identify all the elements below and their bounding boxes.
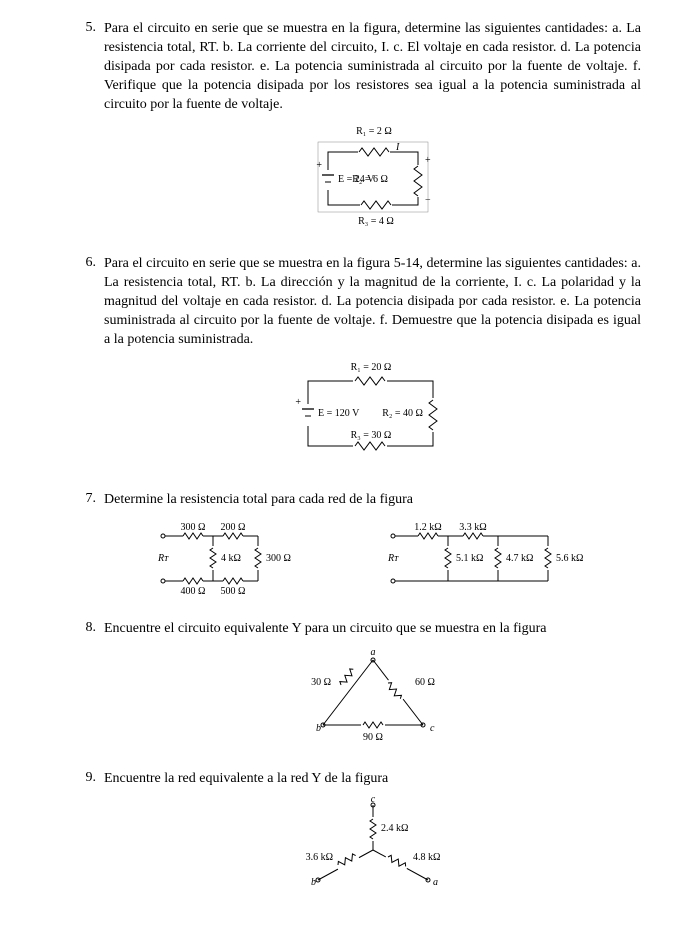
label-e: E = 24 V (338, 174, 375, 185)
node-a: a (433, 877, 438, 888)
problem-text: Para el circuito en serie que se muestra… (104, 256, 641, 347)
label-rt-b: Rᴛ (387, 553, 399, 564)
problem-9: 9. Encuentre la red equivalente a la red… (70, 770, 641, 906)
node-c: c (370, 795, 375, 805)
label-33: 3.3 kΩ (459, 522, 486, 533)
label-4k: 4 kΩ (221, 553, 241, 564)
problem-6: 6. Para el circuito en serie que se mues… (70, 255, 641, 476)
label-24: 2.4 kΩ (381, 823, 408, 834)
svg-text:−: − (425, 195, 431, 206)
node-b: b (316, 723, 321, 734)
figure-8: a b c 30 Ω 60 Ω 90 Ω (104, 645, 641, 752)
problem-number: 7. (70, 491, 104, 607)
label-300: 300 Ω (180, 522, 205, 533)
problem-number: 9. (70, 770, 104, 906)
label-48: 4.8 kΩ (413, 852, 440, 863)
problem-5: 5. Para el circuito en serie que se mues… (70, 20, 641, 241)
label-90: 90 Ω (363, 732, 383, 743)
label-36: 3.6 kΩ (305, 852, 332, 863)
node-a: a (370, 647, 375, 658)
problem-number: 6. (70, 255, 104, 476)
figure-7: 300 Ω 200 Ω 4 kΩ 300 Ω 400 Ω 500 Ω Rᴛ (104, 516, 641, 603)
problem-text: Para el circuito en serie que se muestra… (104, 21, 641, 112)
label-200: 200 Ω (220, 522, 245, 533)
svg-text:+: + (295, 397, 301, 408)
problem-number: 8. (70, 620, 104, 756)
label-51: 5.1 kΩ (456, 553, 483, 564)
label-30: 30 Ω (311, 677, 331, 688)
problem-text: Encuentre el circuito equivalente Y para… (104, 621, 547, 636)
problem-number: 5. (70, 20, 104, 241)
node-b: b (311, 877, 316, 888)
circuit-6-svg: R₁ = 20 Ω R₂ = 40 Ω R₃ = 30 Ω + E = 120 … (273, 356, 473, 466)
label-r1: R₁ = 20 Ω (350, 362, 391, 373)
label-e: E = 120 V (318, 408, 360, 419)
wye-svg: c b a 2.4 kΩ 3.6 kΩ 4.8 kΩ (283, 795, 463, 895)
figure-5: R₁ = 2 Ω I R₂ = 6 Ω + − R₃ = 4 Ω E = 24 … (104, 120, 641, 237)
label-12: 1.2 kΩ (414, 522, 441, 533)
node-c: c (430, 723, 435, 734)
label-400: 400 Ω (180, 586, 205, 596)
label-r3: R₃ = 30 Ω (350, 430, 391, 441)
svg-text:+: + (425, 155, 431, 166)
delta-svg: a b c 30 Ω 60 Ω 90 Ω (283, 645, 463, 745)
label-60: 60 Ω (415, 677, 435, 688)
label-r3: R₃ = 4 Ω (358, 216, 394, 227)
problem-7: 7. Determine la resistencia total para c… (70, 491, 641, 607)
figure-9: c b a 2.4 kΩ 3.6 kΩ 4.8 kΩ (104, 795, 641, 902)
figure-6: R₁ = 20 Ω R₂ = 40 Ω R₃ = 30 Ω + E = 120 … (104, 356, 641, 473)
circuit-5-svg: R₁ = 2 Ω I R₂ = 6 Ω + − R₃ = 4 Ω E = 24 … (288, 120, 458, 230)
problem-text: Encuentre la red equivalente a la red Y … (104, 771, 388, 786)
problem-text: Determine la resistencia total para cada… (104, 492, 413, 507)
label-56: 5.6 kΩ (556, 553, 583, 564)
label-47: 4.7 kΩ (506, 553, 533, 564)
label-r2: R₂ = 40 Ω (382, 408, 423, 419)
label-rt-a: Rᴛ (157, 553, 169, 564)
circuit-7-svg: 300 Ω 200 Ω 4 kΩ 300 Ω 400 Ω 500 Ω Rᴛ (148, 516, 598, 596)
label-300b: 300 Ω (266, 553, 291, 564)
problem-8: 8. Encuentre el circuito equivalente Y p… (70, 620, 641, 756)
problem-list: 5. Para el circuito en serie que se mues… (70, 20, 641, 906)
label-r1: R₁ = 2 Ω (356, 126, 392, 137)
page: 5. Para el circuito en serie que se mues… (0, 0, 691, 940)
label-i: I (395, 142, 400, 153)
svg-text:+: + (316, 160, 322, 171)
label-500: 500 Ω (220, 586, 245, 596)
